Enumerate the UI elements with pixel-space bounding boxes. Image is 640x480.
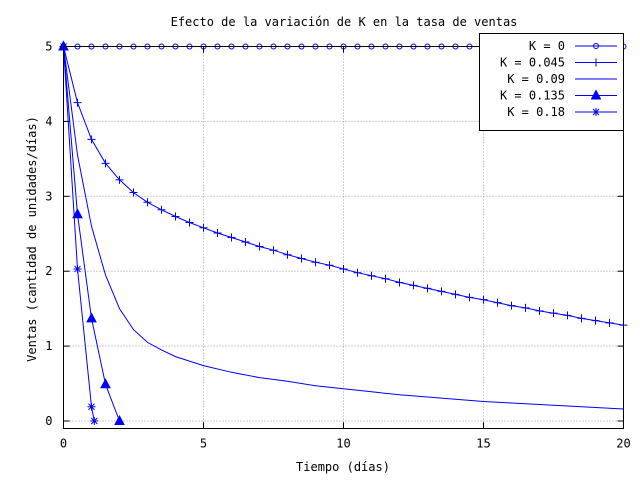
data-point: [297, 254, 306, 263]
data-point: [549, 309, 558, 318]
data-point: [101, 159, 110, 168]
data-point: [185, 218, 194, 227]
data-point: [437, 287, 446, 296]
data-point: [157, 205, 166, 214]
series-4: [59, 42, 99, 426]
x-tick-label: 15: [476, 437, 490, 451]
axis-ticks: 0 5 10 15 20 0 1 2 3 4 5: [45, 40, 630, 451]
data-point: [465, 293, 474, 302]
x-tick-label: 5: [200, 437, 207, 451]
legend-label: K = 0.09: [507, 72, 565, 86]
data-point: [73, 98, 82, 107]
data-point: [171, 212, 180, 221]
series-line: [63, 46, 624, 410]
data-point: [593, 43, 599, 49]
legend-label: K = 0.135: [500, 89, 565, 103]
series-1: [59, 42, 628, 330]
data-point: [129, 188, 138, 197]
data-point: [72, 208, 83, 219]
y-tick-label: 1: [45, 339, 52, 353]
data-point: [339, 264, 348, 273]
series-line: [63, 46, 95, 422]
series-line: [63, 46, 120, 422]
data-point: [423, 284, 432, 293]
data-point: [353, 268, 362, 277]
y-tick-label: 3: [45, 189, 52, 203]
legend-label: K = 0.18: [507, 105, 565, 119]
y-tick-label: 4: [45, 114, 52, 128]
x-axis-label: Tiempo (días): [296, 460, 390, 474]
x-tick-label: 0: [60, 437, 67, 451]
data-point: [605, 318, 614, 327]
data-point: [213, 229, 222, 238]
data-point: [367, 271, 376, 280]
legend-label: K = 0: [529, 39, 565, 53]
data-point: [241, 237, 250, 246]
legend-box: [479, 33, 624, 131]
data-point: [90, 417, 99, 426]
data-point: [591, 316, 600, 325]
data-point: [325, 261, 334, 270]
data-point: [255, 242, 264, 251]
data-point: [563, 311, 572, 320]
data-point: [87, 135, 96, 144]
data-point: [86, 312, 97, 323]
data-point: [199, 223, 208, 232]
data-point: [493, 298, 502, 307]
data-point: [100, 378, 111, 389]
data-point: [590, 89, 602, 100]
chart-title: Efecto de la variación de K en la tasa d…: [171, 15, 518, 29]
data-point: [479, 295, 488, 304]
data-point: [143, 198, 152, 207]
data-point: [115, 175, 124, 184]
x-tick-label: 10: [336, 437, 350, 451]
series-3: [58, 40, 125, 426]
data-point: [451, 290, 460, 299]
data-point: [507, 301, 516, 310]
data-point: [114, 414, 125, 426]
data-point: [395, 278, 404, 287]
data-point: [535, 306, 544, 315]
y-tick-label: 0: [45, 414, 52, 428]
series-2: [63, 46, 624, 410]
legend-label: K = 0.045: [500, 56, 565, 70]
data-point: [381, 274, 390, 283]
data-point: [577, 314, 586, 323]
data-point: [521, 303, 530, 312]
data-point: [73, 264, 82, 273]
y-tick-label: 2: [45, 264, 52, 278]
data-point: [311, 258, 320, 267]
y-axis-label: Ventas (cantidad de unidades/días): [25, 116, 39, 362]
data-point: [227, 233, 236, 242]
data-point: [592, 58, 600, 67]
x-tick-label: 20: [616, 437, 630, 451]
data-point: [269, 246, 278, 255]
data-point: [283, 250, 292, 259]
data-point: [592, 108, 600, 116]
y-tick-label: 5: [45, 40, 52, 54]
legend: K = 0 K = 0.045 K = 0.09 K = 0.135 K = 0.18: [479, 33, 624, 131]
data-point: [87, 402, 96, 411]
data-point: [409, 281, 418, 290]
